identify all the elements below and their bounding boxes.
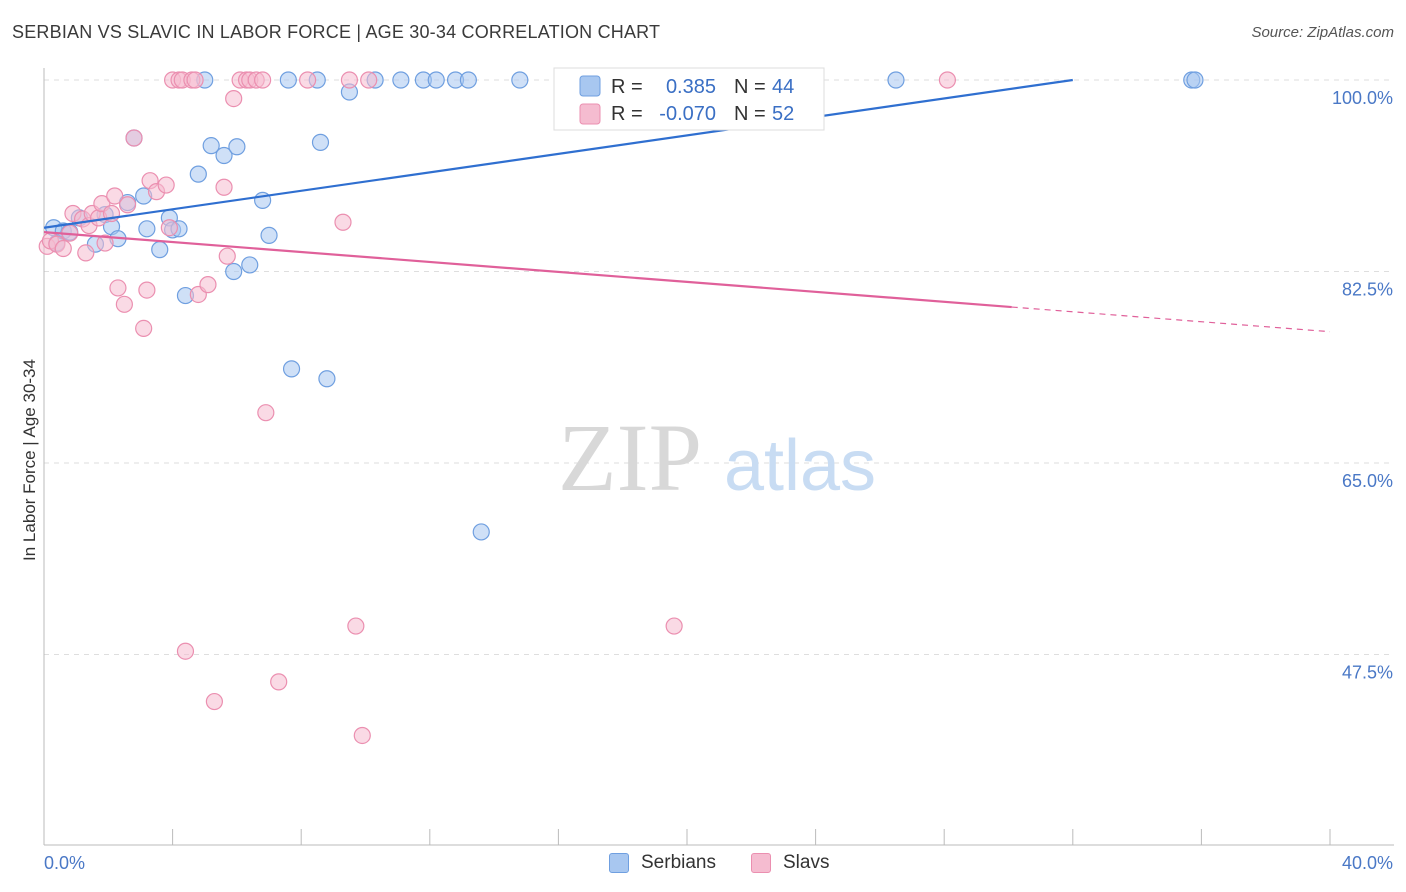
point-slavs <box>334 213 352 231</box>
point-slavs <box>125 129 143 147</box>
data-points <box>38 71 1204 745</box>
point-slavs <box>157 176 175 194</box>
legend-swatch-serbians <box>609 853 629 873</box>
legend-box: R = 0.385 N = 44 R = -0.070 N = 52 <box>553 67 825 131</box>
point-slavs <box>254 71 272 89</box>
watermark-zip: ZIP <box>558 404 702 511</box>
trend-line-slavs <box>43 231 1012 309</box>
point-serbians <box>511 71 529 89</box>
point-serbians <box>202 137 220 155</box>
point-serbians <box>472 523 490 541</box>
point-slavs <box>176 642 195 660</box>
y-tick-label: 82.5% <box>1342 280 1393 300</box>
point-slavs <box>118 196 137 214</box>
point-serbians <box>151 241 169 259</box>
y-tick-label: 100.0% <box>1332 88 1393 108</box>
point-slavs <box>109 279 127 297</box>
point-serbians <box>311 133 330 151</box>
point-slavs <box>665 617 683 635</box>
point-serbians <box>279 71 297 89</box>
legend-r-label: R = <box>611 103 643 125</box>
gridlines <box>44 79 1394 655</box>
axes <box>43 68 1394 846</box>
point-serbians <box>1186 71 1204 89</box>
point-slavs <box>96 234 114 252</box>
point-slavs <box>299 71 317 89</box>
watermark: ZIP atlas <box>558 404 876 511</box>
point-slavs <box>205 692 223 711</box>
legend-n-value-serbians: 44 <box>772 76 794 98</box>
legend-n-label: N = <box>734 76 766 98</box>
point-serbians <box>215 146 233 165</box>
point-slavs <box>106 187 124 205</box>
bottom-legend-label-serbians: Serbians <box>641 852 716 873</box>
trend-lines <box>43 78 1331 333</box>
legend-swatch-serbians <box>579 75 601 97</box>
source-label: Source: ZipAtlas.com <box>1251 24 1394 41</box>
point-slavs <box>225 90 243 108</box>
point-serbians <box>138 220 156 238</box>
point-serbians <box>459 71 477 89</box>
legend-r-label: R = <box>611 76 643 98</box>
point-slavs <box>215 178 233 196</box>
point-slavs <box>257 404 275 422</box>
point-serbians <box>392 71 410 89</box>
point-serbians <box>282 360 301 378</box>
point-serbians <box>189 165 207 183</box>
point-slavs <box>353 726 371 745</box>
tick-labels: 100.0% 82.5% 65.0% 47.5% 0.0% 40.0% <box>44 88 1393 873</box>
legend-r-value-slavs: -0.070 <box>659 103 716 125</box>
legend-n-label: N = <box>734 103 766 125</box>
point-slavs <box>160 219 178 237</box>
point-slavs <box>115 295 133 313</box>
point-serbians <box>427 71 445 89</box>
legend-swatch-slavs <box>751 853 771 873</box>
point-slavs <box>218 247 236 265</box>
bottom-legend-slavs: Slavs <box>751 852 829 874</box>
y-tick-label: 47.5% <box>1342 663 1393 683</box>
trend-line-slavs-dashed <box>1011 306 1331 333</box>
legend-n-value-slavs: 52 <box>772 103 794 125</box>
y-tick-label: 65.0% <box>1342 471 1393 491</box>
point-serbians <box>887 71 905 89</box>
bottom-legend-serbians: Serbians <box>609 852 716 874</box>
point-serbians <box>228 138 246 156</box>
point-serbians <box>260 226 278 244</box>
legend-r-value-serbians: 0.385 <box>666 76 716 98</box>
point-serbians <box>225 262 243 281</box>
trend-line-serbians <box>43 78 1073 229</box>
bottom-legend-label-slavs: Slavs <box>783 852 830 873</box>
point-slavs <box>270 673 288 691</box>
point-slavs <box>347 617 365 635</box>
point-slavs <box>199 276 217 294</box>
point-slavs <box>938 71 957 89</box>
x-tick-label: 0.0% <box>44 853 85 873</box>
point-slavs <box>340 71 359 89</box>
point-serbians <box>318 370 336 388</box>
point-slavs <box>186 71 204 89</box>
point-slavs <box>138 281 156 299</box>
watermark-atlas: atlas <box>724 426 876 506</box>
point-slavs <box>360 71 378 89</box>
point-slavs <box>77 244 95 262</box>
bottom-legend: Serbians Slavs <box>0 852 1406 878</box>
legend-swatch-slavs <box>579 103 601 125</box>
x-tick-label: 40.0% <box>1342 853 1393 873</box>
point-serbians <box>241 256 259 274</box>
point-slavs <box>54 239 72 258</box>
point-slavs <box>135 319 153 338</box>
chart-title: SERBIAN VS SLAVIC IN LABOR FORCE | AGE 3… <box>12 22 661 42</box>
